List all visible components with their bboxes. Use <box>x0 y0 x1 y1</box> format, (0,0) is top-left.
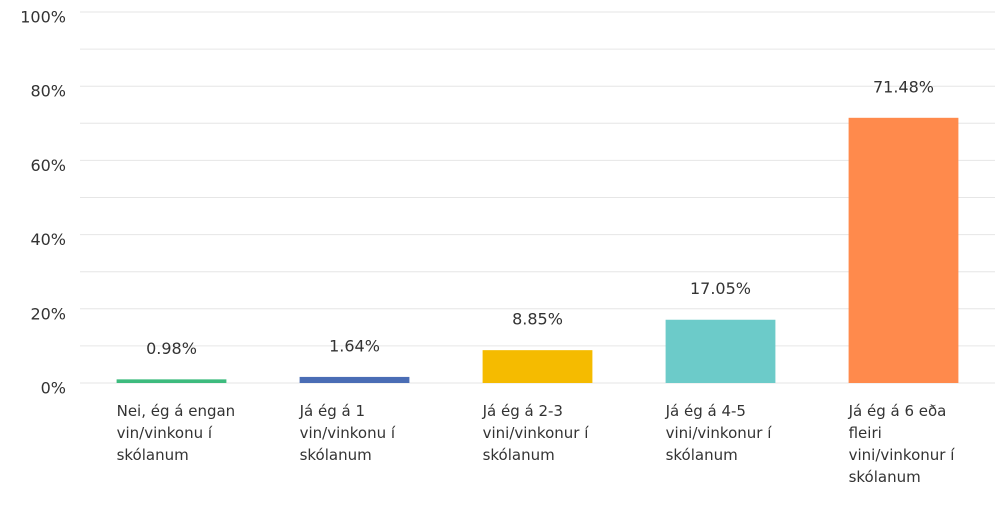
y-tick-label: 100% <box>20 8 66 27</box>
y-tick-label: 0% <box>41 379 66 398</box>
x-tick-label: Nei, ég á engan vin/vinkonu í skólanum <box>116 402 236 464</box>
value-label: 71.48% <box>873 77 934 96</box>
value-label: 17.05% <box>690 279 751 298</box>
x-tick-label: Já ég á 4-5 vini/vinkonur í skólanum <box>665 402 772 464</box>
bar <box>665 319 776 383</box>
x-tick-label: Já ég á 1 vin/vinkonu í skólanum <box>299 402 396 464</box>
bar <box>116 379 227 383</box>
bar <box>848 117 959 383</box>
bar <box>299 376 410 383</box>
x-tick-label: Já ég á 2-3 vini/vinkonur í skólanum <box>482 402 589 464</box>
y-tick-label: 20% <box>30 304 66 323</box>
x-tick-label: Já ég á 6 eða fleiri vini/vinkonur í skó… <box>848 402 955 486</box>
value-label: 0.98% <box>146 339 197 358</box>
value-label: 8.85% <box>512 310 563 329</box>
bar <box>482 350 593 383</box>
y-tick-label: 60% <box>30 156 66 175</box>
value-label: 1.64% <box>329 336 380 355</box>
y-tick-label: 80% <box>30 82 66 101</box>
y-tick-label: 40% <box>30 230 66 249</box>
